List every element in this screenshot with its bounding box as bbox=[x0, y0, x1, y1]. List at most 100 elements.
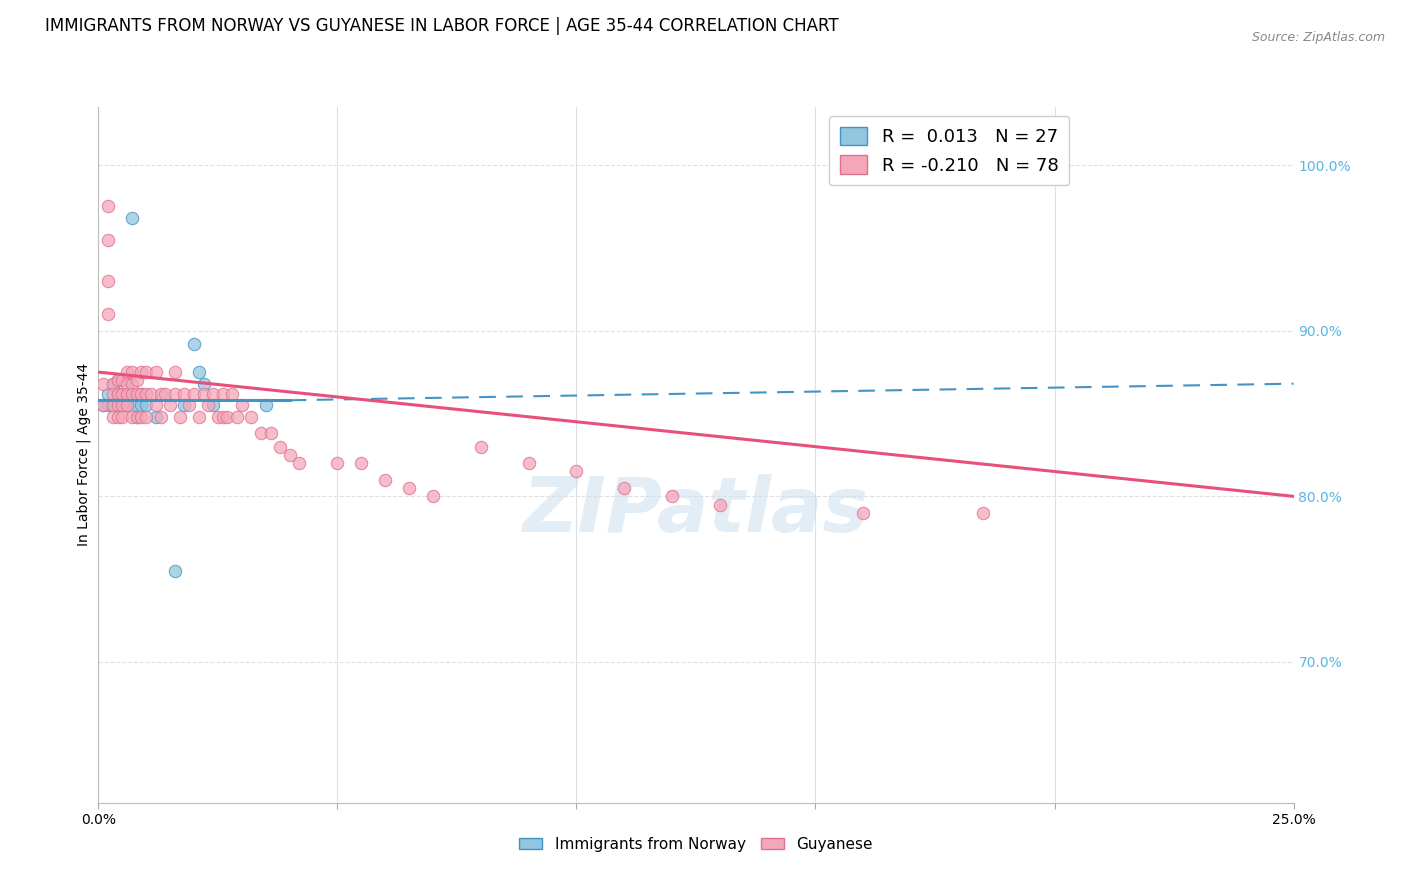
Point bbox=[250, 426, 273, 441]
Point bbox=[211, 409, 233, 424]
Point bbox=[221, 386, 243, 401]
Point bbox=[159, 398, 181, 412]
Point bbox=[326, 456, 349, 470]
Point bbox=[288, 456, 311, 470]
Point bbox=[115, 376, 138, 391]
Point bbox=[202, 386, 225, 401]
Point bbox=[107, 386, 129, 401]
Point bbox=[111, 398, 134, 412]
Y-axis label: In Labor Force | Age 35-44: In Labor Force | Age 35-44 bbox=[77, 363, 91, 547]
Point bbox=[187, 409, 209, 424]
Point bbox=[111, 409, 134, 424]
Point bbox=[709, 498, 731, 512]
Point bbox=[269, 440, 291, 454]
Point bbox=[135, 365, 157, 379]
Point bbox=[254, 398, 277, 412]
Text: Source: ZipAtlas.com: Source: ZipAtlas.com bbox=[1251, 31, 1385, 45]
Point bbox=[613, 481, 636, 495]
Legend: Immigrants from Norway, Guyanese: Immigrants from Norway, Guyanese bbox=[513, 830, 879, 858]
Point bbox=[149, 386, 172, 401]
Point bbox=[145, 409, 167, 424]
Point bbox=[121, 386, 143, 401]
Point bbox=[169, 409, 191, 424]
Point bbox=[131, 398, 153, 412]
Point bbox=[163, 386, 186, 401]
Point bbox=[183, 386, 205, 401]
Point bbox=[115, 386, 138, 401]
Point bbox=[163, 564, 186, 578]
Point bbox=[111, 386, 134, 401]
Point bbox=[183, 337, 205, 351]
Point bbox=[121, 365, 143, 379]
Point bbox=[131, 365, 153, 379]
Point bbox=[111, 386, 134, 401]
Point bbox=[470, 440, 492, 454]
Point bbox=[121, 211, 143, 225]
Point bbox=[517, 456, 540, 470]
Point bbox=[121, 376, 143, 391]
Point bbox=[422, 489, 444, 503]
Point bbox=[125, 386, 148, 401]
Point bbox=[125, 409, 148, 424]
Point bbox=[115, 398, 138, 412]
Point bbox=[107, 373, 129, 387]
Point bbox=[131, 386, 153, 401]
Point bbox=[207, 409, 229, 424]
Point bbox=[231, 398, 253, 412]
Point bbox=[226, 409, 249, 424]
Point bbox=[163, 365, 186, 379]
Point bbox=[107, 373, 129, 387]
Point bbox=[398, 481, 420, 495]
Point bbox=[115, 386, 138, 401]
Point bbox=[115, 365, 138, 379]
Point bbox=[565, 465, 588, 479]
Point bbox=[972, 506, 994, 520]
Point bbox=[131, 409, 153, 424]
Point bbox=[101, 376, 124, 391]
Point bbox=[197, 398, 219, 412]
Point bbox=[211, 386, 233, 401]
Point bbox=[107, 409, 129, 424]
Point bbox=[125, 409, 148, 424]
Point bbox=[131, 386, 153, 401]
Point bbox=[193, 376, 215, 391]
Point bbox=[135, 386, 157, 401]
Point bbox=[115, 373, 138, 387]
Point bbox=[145, 398, 167, 412]
Point bbox=[149, 409, 172, 424]
Point bbox=[111, 398, 134, 412]
Text: IMMIGRANTS FROM NORWAY VS GUYANESE IN LABOR FORCE | AGE 35-44 CORRELATION CHART: IMMIGRANTS FROM NORWAY VS GUYANESE IN LA… bbox=[45, 17, 838, 35]
Point bbox=[852, 506, 875, 520]
Point bbox=[101, 376, 124, 391]
Point bbox=[91, 398, 114, 412]
Point bbox=[145, 365, 167, 379]
Point bbox=[121, 409, 143, 424]
Point bbox=[187, 365, 209, 379]
Point bbox=[278, 448, 301, 462]
Point bbox=[107, 386, 129, 401]
Point bbox=[259, 426, 281, 441]
Point bbox=[91, 398, 114, 412]
Point bbox=[661, 489, 683, 503]
Point bbox=[173, 386, 195, 401]
Point bbox=[101, 409, 124, 424]
Point bbox=[139, 386, 162, 401]
Point bbox=[202, 398, 225, 412]
Point bbox=[91, 376, 114, 391]
Point bbox=[125, 373, 148, 387]
Point bbox=[121, 386, 143, 401]
Point bbox=[173, 398, 195, 412]
Point bbox=[135, 398, 157, 412]
Point bbox=[107, 398, 129, 412]
Point bbox=[101, 386, 124, 401]
Point bbox=[179, 398, 201, 412]
Point bbox=[101, 398, 124, 412]
Point bbox=[155, 386, 177, 401]
Point bbox=[97, 233, 120, 247]
Text: ZIPatlas: ZIPatlas bbox=[523, 474, 869, 548]
Point bbox=[193, 386, 215, 401]
Point bbox=[97, 398, 120, 412]
Point bbox=[101, 398, 124, 412]
Point bbox=[217, 409, 239, 424]
Point bbox=[125, 398, 148, 412]
